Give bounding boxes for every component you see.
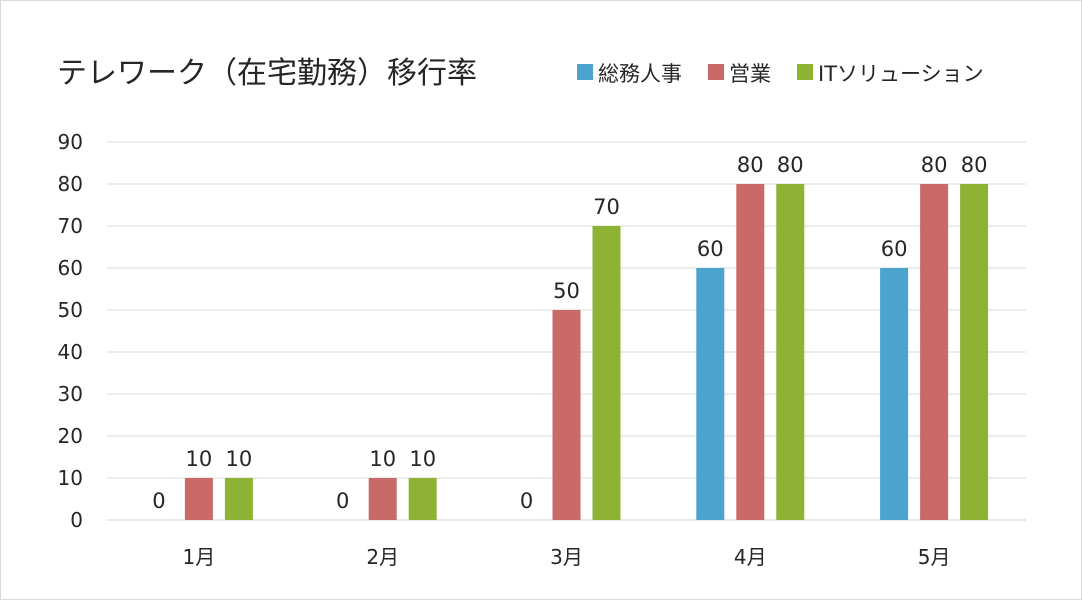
x-category-label: 2月 xyxy=(366,545,399,569)
legend-item: 総務人事 xyxy=(577,62,682,86)
bar xyxy=(592,226,621,520)
data-label: 80 xyxy=(921,153,948,177)
data-label: 0 xyxy=(336,489,349,513)
data-label: 70 xyxy=(593,195,620,219)
bar xyxy=(368,478,397,520)
legend-swatch xyxy=(797,64,813,80)
x-category-label: 5月 xyxy=(918,545,951,569)
data-label: 0 xyxy=(520,489,533,513)
legend-label: 営業 xyxy=(729,62,771,86)
bars xyxy=(184,184,989,520)
bar xyxy=(776,184,805,520)
bar xyxy=(736,184,765,520)
y-tick-label: 80 xyxy=(58,172,83,196)
bar xyxy=(408,478,437,520)
legend-swatch xyxy=(708,64,724,80)
data-label: 0 xyxy=(152,489,165,513)
bar xyxy=(960,184,989,520)
y-tick-label: 40 xyxy=(58,340,83,364)
bar xyxy=(224,478,253,520)
legend-label: 総務人事 xyxy=(598,62,682,86)
y-tick-label: 70 xyxy=(58,214,83,238)
data-label: 80 xyxy=(777,153,804,177)
legend-item: 営業 xyxy=(708,62,771,86)
bar xyxy=(184,478,213,520)
data-label: 50 xyxy=(553,279,580,303)
bar xyxy=(552,310,581,520)
data-label: 60 xyxy=(697,237,724,261)
data-label: 10 xyxy=(369,447,396,471)
data-label: 10 xyxy=(186,447,213,471)
y-tick-label: 20 xyxy=(58,424,83,448)
y-tick-label: 30 xyxy=(58,382,83,406)
legend-item: ITソリューション xyxy=(797,62,984,86)
bar xyxy=(920,184,949,520)
x-category-label: 3月 xyxy=(550,545,583,569)
x-axis-labels: 1月 2月 3月 4月 5月 xyxy=(183,545,951,569)
legend: 総務人事 営業 ITソリューション xyxy=(577,62,984,86)
data-label: 10 xyxy=(226,447,253,471)
y-tick-label: 0 xyxy=(70,508,83,532)
chart-title: テレワーク（在宅勤務）移行率 xyxy=(57,56,477,91)
data-label: 80 xyxy=(737,153,764,177)
y-tick-label: 10 xyxy=(58,466,83,490)
data-label: 60 xyxy=(881,237,908,261)
data-label: 80 xyxy=(961,153,988,177)
y-axis-ticks: 0 10 20 30 40 50 60 70 80 90 xyxy=(58,130,83,532)
bar xyxy=(880,268,909,520)
y-tick-label: 60 xyxy=(58,256,83,280)
y-tick-label: 90 xyxy=(58,130,83,154)
x-category-label: 1月 xyxy=(183,545,216,569)
data-labels: 0 10 10 0 10 10 0 50 70 60 80 80 60 80 80 xyxy=(152,153,987,513)
legend-swatch xyxy=(577,64,593,80)
y-tick-label: 50 xyxy=(58,298,83,322)
data-label: 10 xyxy=(409,447,436,471)
x-category-label: 4月 xyxy=(734,545,767,569)
legend-label: ITソリューション xyxy=(818,62,984,86)
bar xyxy=(696,268,725,520)
